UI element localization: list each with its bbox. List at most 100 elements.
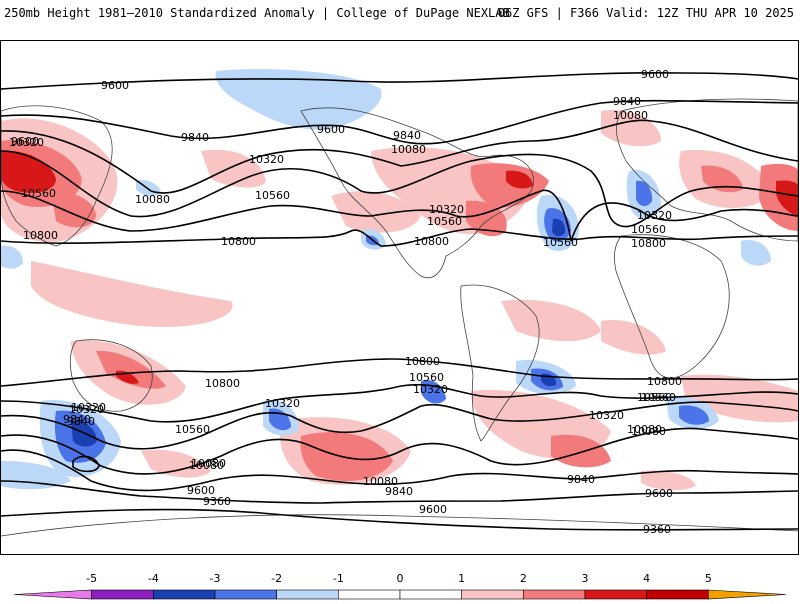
anomaly-region xyxy=(31,261,233,327)
coastline-east-asia xyxy=(1,105,113,247)
contour-10560-south xyxy=(1,383,798,423)
contour-label: 10560 xyxy=(631,223,666,236)
contour-label: 10800 xyxy=(405,355,440,368)
contour-label: 10320 xyxy=(429,203,464,216)
contour-label: 9600 xyxy=(645,487,673,500)
contour-10320-north xyxy=(1,150,798,228)
anomaly-region xyxy=(501,299,601,342)
contour-label: 10080 xyxy=(135,193,170,206)
contour-label: 10560 xyxy=(21,187,56,200)
contour-10080-south xyxy=(1,427,798,475)
contour-10320-south xyxy=(1,401,798,450)
anomaly-map: 9600 9600 9600 9840 9840 10080 10080 960… xyxy=(1,68,798,537)
contour-label: 9840 xyxy=(613,95,641,108)
contour-label: 10320 xyxy=(265,397,300,410)
contour-label: 9840 xyxy=(385,485,413,498)
contour-label: 9600 xyxy=(419,503,447,516)
contour-9600-north xyxy=(1,72,798,90)
contour-label: 10320 xyxy=(71,401,106,414)
contour-label: 10560 xyxy=(175,423,210,436)
contour-label: 10080 xyxy=(613,109,648,122)
contour-label: 9360 xyxy=(643,523,671,536)
anomaly-region xyxy=(470,163,549,208)
contour-label: 10080 xyxy=(191,457,226,470)
contour-label: 10560 xyxy=(255,189,290,202)
anomaly-region xyxy=(1,245,23,269)
coastline-australia xyxy=(69,339,153,412)
contour-label: 10560 xyxy=(637,391,672,404)
map-title: 250mb Height 1981–2010 Standardized Anom… xyxy=(4,6,510,20)
contour-closed-low xyxy=(72,455,100,473)
contour-label: 10560 xyxy=(427,215,462,228)
colorbar-tick-label: 0 xyxy=(397,572,404,585)
positive-anomaly-shading xyxy=(1,110,798,491)
contour-10800-south xyxy=(1,358,798,387)
anomaly-region xyxy=(601,320,666,355)
colorbar-segment xyxy=(523,589,586,600)
contour-label: 9840 xyxy=(67,415,95,428)
colorbar-tick-label: -2 xyxy=(271,572,282,585)
colorbar-segment xyxy=(708,589,787,600)
colorbar-segment xyxy=(399,589,462,600)
colorbar-segment xyxy=(461,589,524,600)
anomaly-region xyxy=(300,432,393,481)
contour-label: 10080 xyxy=(189,459,224,472)
contour-label: 10080 xyxy=(631,425,666,438)
colorbar-scale: -5 -4 -3 -2 -1 0 1 2 3 4 5 xyxy=(13,572,787,600)
contour-9360-south xyxy=(1,508,798,531)
contour-label: 9600 xyxy=(187,484,215,497)
colorbar-tick-label: -4 xyxy=(148,572,159,585)
anomaly-region xyxy=(641,470,696,491)
contour-label: 10800 xyxy=(414,235,449,248)
contour-label: 10800 xyxy=(221,235,256,248)
anomaly-region xyxy=(506,170,533,189)
coastline-europe-asia xyxy=(616,98,798,242)
contour-label: 9840 xyxy=(63,413,91,426)
anomaly-region xyxy=(552,218,566,237)
contour-label: 9840 xyxy=(393,129,421,142)
contour-label: 10320 xyxy=(413,383,448,396)
contour-label: 10800 xyxy=(23,229,58,242)
colorbar-segment xyxy=(13,589,92,600)
contour-label: 10560 xyxy=(641,391,676,404)
anomaly-region xyxy=(776,180,798,216)
anomaly-region xyxy=(551,434,611,468)
contour-label: 10800 xyxy=(205,377,240,390)
colorbar-tick-label: 5 xyxy=(705,572,712,585)
colorbar-segment xyxy=(153,589,216,600)
colorbar-tick-label: -3 xyxy=(210,572,221,585)
anomaly-region xyxy=(141,449,211,478)
anomaly-region xyxy=(741,240,771,266)
colorbar-segment xyxy=(338,589,401,600)
contour-label: 9840 xyxy=(567,473,595,486)
anomaly-region xyxy=(215,69,382,130)
contour-label: 10320 xyxy=(69,403,104,416)
anomaly-region xyxy=(636,180,653,207)
coastline-south-america xyxy=(460,284,540,442)
contour-label: 10560 xyxy=(409,371,444,384)
colorbar-segment xyxy=(91,589,154,600)
contour-label: 10080 xyxy=(363,475,398,488)
contour-label: 10800 xyxy=(631,237,666,250)
map-panel: 9600 9600 9600 9840 9840 10080 10080 960… xyxy=(0,40,799,555)
colorbar: -5 -4 -3 -2 -1 0 1 2 3 4 5 xyxy=(0,560,800,600)
contour-labels: 9600 9600 9600 9840 9840 10080 10080 960… xyxy=(9,68,682,536)
contour-label: 9840 xyxy=(181,131,209,144)
contour-label: 9600 xyxy=(641,68,669,81)
negative-anomaly-shading xyxy=(1,69,771,490)
contour-label: 9600 xyxy=(101,79,129,92)
colorbar-tick-label: 2 xyxy=(520,572,527,585)
coastline-antarctica xyxy=(1,514,798,537)
contour-9600-south xyxy=(1,480,798,504)
header: 250mb Height 1981–2010 Standardized Anom… xyxy=(0,0,800,40)
contour-label: 9600 xyxy=(317,123,345,136)
coastline-north-america xyxy=(300,107,534,279)
colorbar-segment xyxy=(214,589,277,600)
anomaly-region xyxy=(331,191,421,233)
anomaly-region xyxy=(679,405,709,425)
colorbar-segment xyxy=(276,589,339,600)
contour-label: 10800 xyxy=(647,375,682,388)
contour-label: 10080 xyxy=(391,143,426,156)
model-run-info: 06Z GFS | F366 Valid: 12Z THU APR 10 202… xyxy=(497,6,794,20)
contour-label: 10320 xyxy=(249,153,284,166)
